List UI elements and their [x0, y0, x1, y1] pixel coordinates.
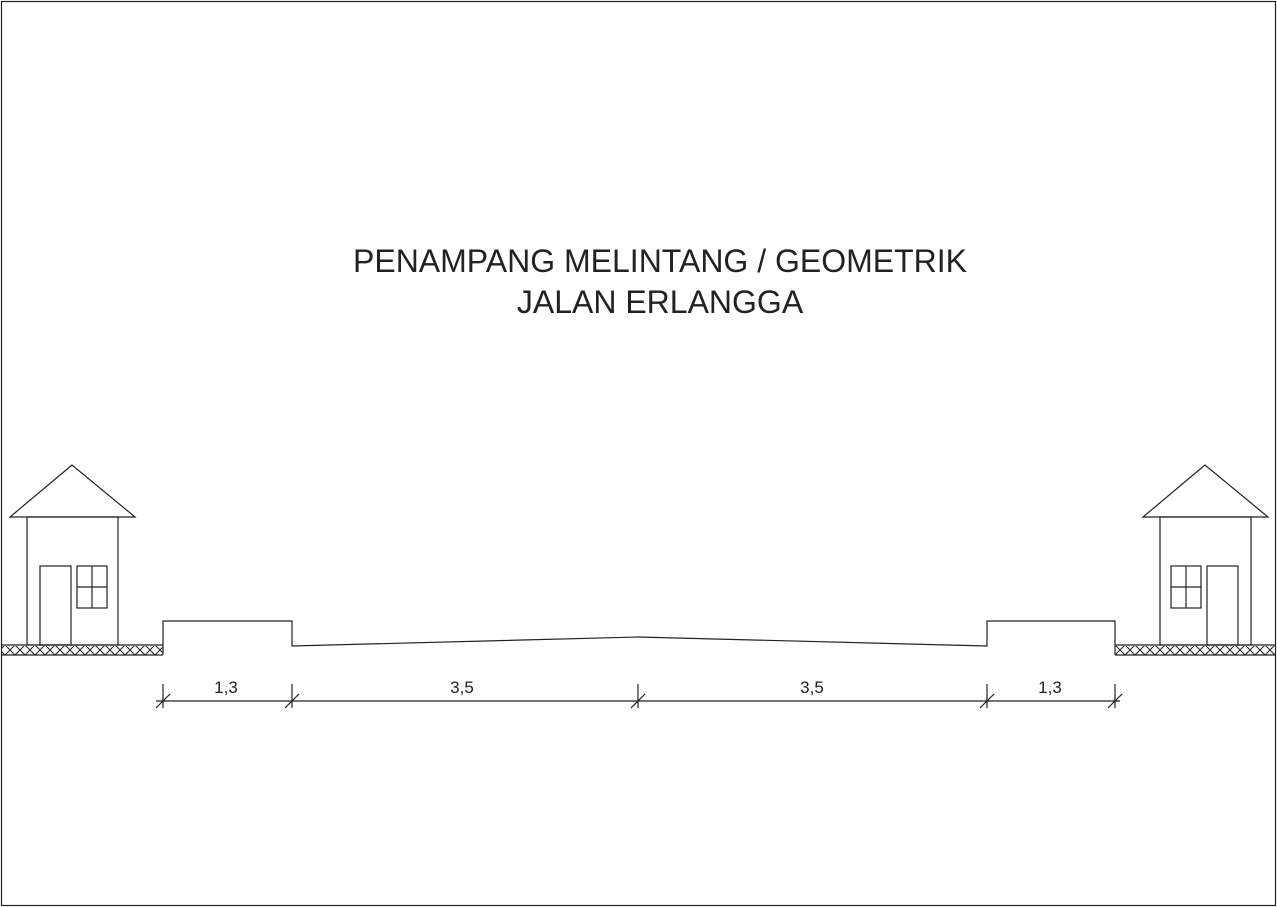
ground [2, 644, 1275, 656]
dimension-line [155, 684, 1123, 709]
road-profile [162, 620, 1116, 655]
dimension-label: 3,5 [800, 678, 824, 697]
left-house [8, 464, 137, 646]
title-line-2: JALAN ERLANGGA [517, 284, 804, 320]
dimension-label: 1,3 [1038, 678, 1062, 697]
dimension-label: 3,5 [450, 678, 474, 697]
dimension-label: 1,3 [214, 678, 238, 697]
right-house [1141, 464, 1270, 646]
title-line-1: PENAMPANG MELINTANG / GEOMETRIK [353, 243, 967, 279]
